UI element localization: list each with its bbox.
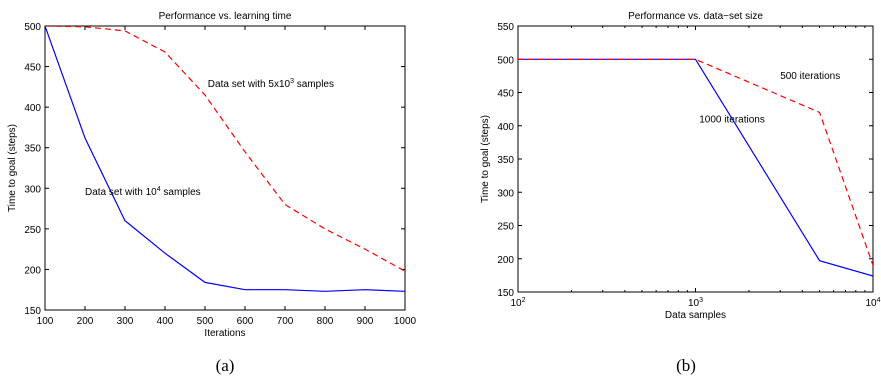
panel-a-xtick-label: 600 xyxy=(237,316,254,327)
panel-a-xtick-label: 500 xyxy=(197,316,214,327)
panel-b-ytick-label: 200 xyxy=(497,255,514,266)
panel-b-ytick-label: 500 xyxy=(497,55,514,66)
panel-b-annotation: 1000 iterations xyxy=(699,114,765,125)
panel-b-xlabel: Data samples xyxy=(665,310,726,321)
panel-a-axes-box xyxy=(44,25,406,311)
panel-a-ytick-label: 300 xyxy=(24,184,41,195)
panel-b-title: Performance vs. data−set size xyxy=(628,11,763,22)
panel-b-annotation: 500 iterations xyxy=(780,71,840,82)
panel-a-title: Performance vs. learning time xyxy=(159,11,292,22)
panel-a-xtick-label: 100 xyxy=(37,316,54,327)
panel-a-xtick-label: 1000 xyxy=(394,316,417,327)
panel-b-xtick-label: 104 xyxy=(865,297,880,309)
panel-a-xtick-label: 200 xyxy=(77,316,94,327)
panel-a-ytick-label: 450 xyxy=(24,63,41,74)
panel-a-xtick-label: 900 xyxy=(357,316,374,327)
panel-b-ytick-label: 300 xyxy=(497,188,514,199)
panel-a-ytick-label: 150 xyxy=(24,306,41,317)
panel-b-ytick-label: 150 xyxy=(497,288,514,299)
panel-b-axes-box xyxy=(517,25,874,293)
panel-b-ytick-label: 550 xyxy=(497,22,514,33)
panel-a-annotation: Data set with 104 samples xyxy=(85,186,201,198)
panel-a-series-line-red-dashed xyxy=(45,26,405,272)
panel-a-xtick-label: 300 xyxy=(117,316,134,327)
panel-b-ytick-label: 250 xyxy=(497,222,514,233)
panel-b-xtick-label: 102 xyxy=(510,297,525,309)
panel-a-ytick-label: 500 xyxy=(24,22,41,33)
panel-a-xlabel: Iterations xyxy=(204,328,245,339)
panel-a-xtick-label: 700 xyxy=(277,316,294,327)
panel-b-ytick-label: 450 xyxy=(497,89,514,100)
panel-a-ytick-label: 400 xyxy=(24,103,41,114)
panel-a-series-line-blue-solid xyxy=(45,26,405,292)
panel-b-caption: (b) xyxy=(676,356,696,375)
panel-b-series-line-blue-solid xyxy=(518,58,873,277)
panel-a-caption: (a) xyxy=(216,356,235,375)
panel-b-ytick-label: 350 xyxy=(497,155,514,166)
panel-b-ylabel: Time to goal (steps) xyxy=(480,115,491,203)
panel-b-xtick-label: 103 xyxy=(688,297,703,309)
panel-a-ytick-label: 350 xyxy=(24,144,41,155)
panel-a-annotation: Data set with 5x103 samples xyxy=(208,78,334,90)
panel-a-xtick-label: 800 xyxy=(317,316,334,327)
panel-a-xtick-label: 400 xyxy=(157,316,174,327)
panel-b-ytick-label: 400 xyxy=(497,122,514,133)
panel-a-ylabel: Time to goal (steps) xyxy=(7,124,18,212)
panel-a-ytick-label: 200 xyxy=(24,265,41,276)
panel-a-ytick-label: 250 xyxy=(24,225,41,236)
panel-b-series-line-red-dashed xyxy=(518,58,873,266)
